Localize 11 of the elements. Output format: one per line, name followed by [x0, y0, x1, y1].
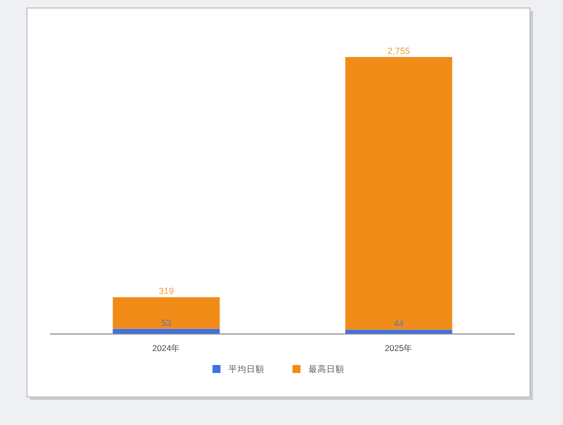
x-tick-label: 2025年 [384, 343, 413, 353]
legend-label: 最高日額 [308, 364, 344, 374]
data-label: 53 [161, 318, 172, 328]
legend-label: 平均日額 [228, 364, 264, 374]
bar [345, 57, 452, 330]
x-tick-label: 2024年 [152, 343, 180, 353]
bar [112, 297, 220, 329]
data-label: 44 [394, 318, 404, 329]
data-label: 319 [158, 286, 174, 296]
data-label: 2,755 [387, 46, 410, 56]
bar [345, 330, 452, 334]
